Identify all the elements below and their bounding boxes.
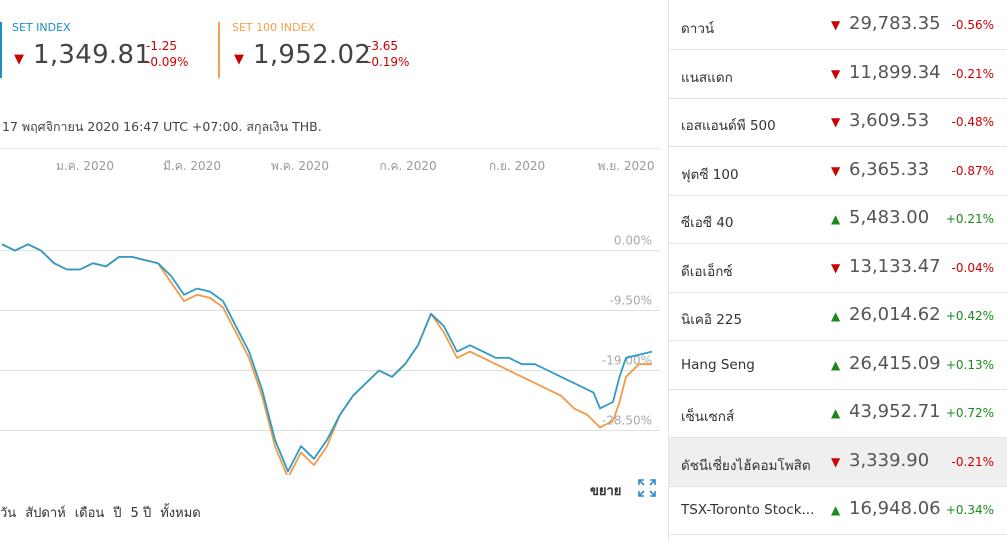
- down-arrow-icon: ▼: [831, 454, 841, 469]
- index-value: 26,014.62: [849, 304, 941, 325]
- timestamp: 17 พฤศจิกายน 2020 16:47 UTC +07:00. สกุล…: [2, 119, 322, 134]
- up-arrow-icon: ▲: [831, 309, 841, 323]
- x-tick-label: พ.ค. 2020: [271, 159, 329, 173]
- index-row[interactable]: นิเคอิ 225 ▲ 26,014.62 +0.42%: [669, 292, 1007, 341]
- quote-name: SET INDEX: [12, 21, 71, 34]
- quote-value: 1,349.81: [33, 40, 152, 70]
- x-tick-label: ก.ค. 2020: [379, 159, 436, 173]
- quote-set-index[interactable]: SET INDEX ▼ 1,349.81 -1.25 -0.09%: [0, 18, 210, 78]
- index-value: 6,365.33: [849, 158, 930, 180]
- up-arrow-icon: ▲: [831, 357, 841, 372]
- y-tick-label: 0.00%: [614, 234, 652, 248]
- index-row[interactable]: ฟุตซี 100 ▼ 6,365.33 -0.87%: [669, 147, 1007, 196]
- index-value: 26,415.09: [849, 352, 941, 374]
- index-value: 3,339.90: [849, 449, 930, 471]
- index-row[interactable]: ดัชนีเซี่ยงไฮ้คอมโพสิต ▼ 3,339.90 -0.21%: [669, 437, 1007, 487]
- index-name: ฟุตซี 100: [681, 166, 739, 183]
- down-arrow-icon: ▼: [14, 52, 24, 67]
- index-value: 3,609.53: [849, 110, 930, 131]
- down-arrow-icon: ▼: [831, 66, 841, 81]
- quote-color-bar: [0, 22, 2, 78]
- index-change-pct: -0.21%: [951, 66, 994, 81]
- down-arrow-icon: ▼: [234, 52, 244, 67]
- index-name: Hang Seng: [681, 356, 755, 373]
- index-row[interactable]: ซีเอซี 40 ▲ 5,483.00 +0.21%: [669, 195, 1007, 244]
- quote-change-pct: -0.09%: [146, 55, 189, 69]
- index-row[interactable]: เอสแอนด์พี 500 ▼ 3,609.53 -0.48%: [669, 98, 1007, 147]
- quote-set100-index[interactable]: SET 100 INDEX ▼ 1,952.02 -3.65 -0.19%: [218, 18, 458, 78]
- index-row[interactable]: แนสแดก ▼ 11,899.34 -0.21%: [669, 50, 1007, 99]
- index-name: ดัชนีเซี่ยงไฮ้คอมโพสิต: [681, 457, 811, 474]
- index-name: ดีเอเอ็กซ์: [681, 263, 733, 280]
- down-arrow-icon: ▼: [831, 115, 841, 129]
- index-change-pct: -0.48%: [951, 115, 994, 129]
- index-change-pct: -0.04%: [951, 260, 994, 275]
- x-tick-label: ม.ค. 2020: [56, 159, 114, 173]
- x-tick-label: มี.ค. 2020: [163, 159, 221, 173]
- performance-chart[interactable]: ม.ค. 2020 มี.ค. 2020 พ.ค. 2020 ก.ค. 2020 ก.ย…: [0, 150, 660, 475]
- index-name: TSX-Toronto Stock...: [681, 502, 815, 518]
- y-tick-label: -28.50%: [602, 413, 652, 427]
- index-name: ซีเอซี 40: [681, 215, 734, 231]
- down-arrow-icon: ▼: [831, 163, 841, 178]
- quote-change-pct: -0.19%: [367, 55, 410, 69]
- y-tick-label: -38.00%: [602, 473, 652, 475]
- index-change-pct: +0.72%: [945, 406, 994, 420]
- quote-change-abs: -3.65: [367, 39, 399, 53]
- quote-change-abs: -1.25: [146, 39, 178, 53]
- index-change-pct: +0.42%: [945, 309, 994, 323]
- quote-value: 1,952.02: [253, 40, 372, 70]
- index-row[interactable]: Hang Seng ▲ 26,415.09 +0.13%: [669, 341, 1007, 390]
- index-change-pct: -0.56%: [951, 18, 994, 32]
- range-option[interactable]: สัปดาห์: [25, 506, 66, 521]
- x-tick-label: ก.ย. 2020: [489, 159, 545, 173]
- series-line: [1, 243, 653, 473]
- index-row[interactable]: TSX-Toronto Stock... ▲ 16,948.06 +0.34%: [669, 486, 1007, 535]
- quote-change: -1.25 -0.09%: [146, 38, 188, 70]
- index-row[interactable]: ดีเอเอ็กซ์ ▼ 13,133.47 -0.04%: [669, 244, 1007, 293]
- index-name: แนสแดก: [681, 69, 733, 86]
- indices-list: ดาวน์ ▼ 29,783.35 -0.56% แนสแดก ▼ 11,899.34 -0.…: [668, 0, 1007, 541]
- up-arrow-icon: ▲: [831, 503, 841, 517]
- index-row[interactable]: ดาวน์ ▼ 29,783.35 -0.56%: [669, 1, 1007, 50]
- x-tick-label: พ.ย. 2020: [598, 159, 655, 173]
- chart-panel: SET INDEX ▼ 1,349.81 -1.25 -0.09% SET 10…: [0, 18, 660, 523]
- up-arrow-icon: ▲: [831, 212, 841, 226]
- range-option[interactable]: เดือน: [74, 506, 105, 521]
- index-change-pct: +0.21%: [945, 212, 994, 226]
- y-tick-label: -19.00%: [602, 354, 652, 368]
- quote-color-bar: [218, 22, 220, 78]
- down-arrow-icon: ▼: [831, 18, 841, 32]
- quote-change: -3.65 -0.19%: [367, 38, 409, 70]
- index-value: 13,133.47: [849, 255, 941, 277]
- index-name: นิเคอิ 225: [681, 312, 743, 328]
- index-value: 11,899.34: [849, 61, 941, 83]
- up-arrow-icon: ▲: [831, 406, 841, 420]
- index-value: 16,948.06: [849, 498, 941, 519]
- y-tick-label: -9.50%: [610, 294, 652, 308]
- index-change-pct: +0.13%: [945, 357, 994, 372]
- quote-name: SET 100 INDEX: [232, 21, 316, 34]
- range-option[interactable]: ทั้งหมด: [160, 506, 201, 521]
- index-value: 5,483.00: [849, 207, 930, 228]
- index-change-pct: -0.21%: [951, 454, 994, 469]
- range-option[interactable]: ปี: [113, 506, 122, 521]
- index-name: เอสแอนด์พี 500: [681, 118, 776, 134]
- index-value: 29,783.35: [849, 13, 941, 34]
- index-name: เซ็นเซกส์: [681, 409, 735, 425]
- expand-icon[interactable]: [637, 478, 657, 498]
- down-arrow-icon: ▼: [831, 260, 841, 275]
- index-name: ดาวน์: [681, 21, 715, 37]
- range-option[interactable]: 5 ปี: [130, 506, 152, 521]
- index-change-pct: -0.87%: [951, 163, 994, 178]
- divider: [0, 148, 660, 149]
- index-row[interactable]: เซ็นเซกส์ ▲ 43,952.71 +0.72%: [669, 389, 1007, 438]
- range-option[interactable]: วัน: [0, 506, 17, 521]
- index-value: 43,952.71: [849, 401, 941, 422]
- expand-button[interactable]: ขยาย: [590, 484, 622, 499]
- range-selector: วัน สัปดาห์ เดือน ปี 5 ปี ทั้งหมด: [0, 502, 210, 523]
- index-change-pct: +0.34%: [945, 503, 994, 517]
